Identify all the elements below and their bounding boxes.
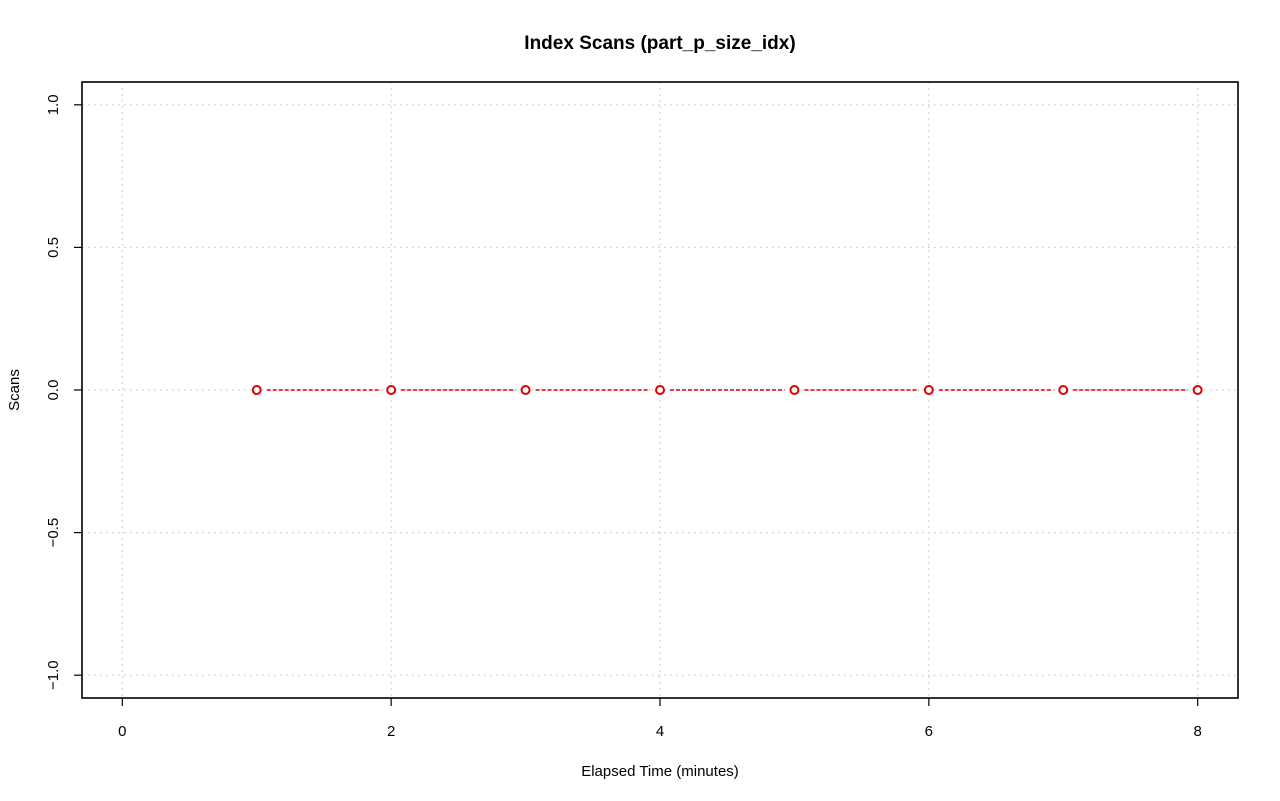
chart-title: Index Scans (part_p_size_idx) [524, 33, 795, 54]
data-point [655, 385, 665, 395]
data-point [1058, 385, 1069, 395]
y-axis: −1.0 −0.5 0.0 0.5 1.0 [45, 94, 82, 690]
y-tick-label: 1.0 [45, 94, 62, 115]
y-tick-label: −0.5 [45, 518, 62, 548]
y-tick-label: 0.0 [45, 380, 62, 401]
data-point [251, 385, 262, 395]
x-axis: 0 2 4 6 8 [118, 698, 1202, 740]
x-axis-label: Elapsed Time (minutes) [581, 763, 739, 780]
data-point [789, 385, 800, 395]
y-tick-label: 0.5 [45, 237, 62, 258]
x-tick-label: 8 [1194, 723, 1202, 740]
x-tick-label: 6 [925, 723, 933, 740]
data-point [923, 385, 934, 395]
data-point [520, 385, 531, 395]
data-point [386, 385, 397, 395]
series-layer [251, 385, 1203, 395]
series-0 [251, 385, 1203, 395]
data-point [1192, 385, 1203, 395]
x-tick-label: 2 [387, 723, 395, 740]
y-axis-label: Scans [6, 369, 23, 411]
x-tick-label: 0 [118, 723, 126, 740]
y-tick-label: −1.0 [45, 660, 62, 690]
x-tick-label: 4 [656, 723, 664, 740]
